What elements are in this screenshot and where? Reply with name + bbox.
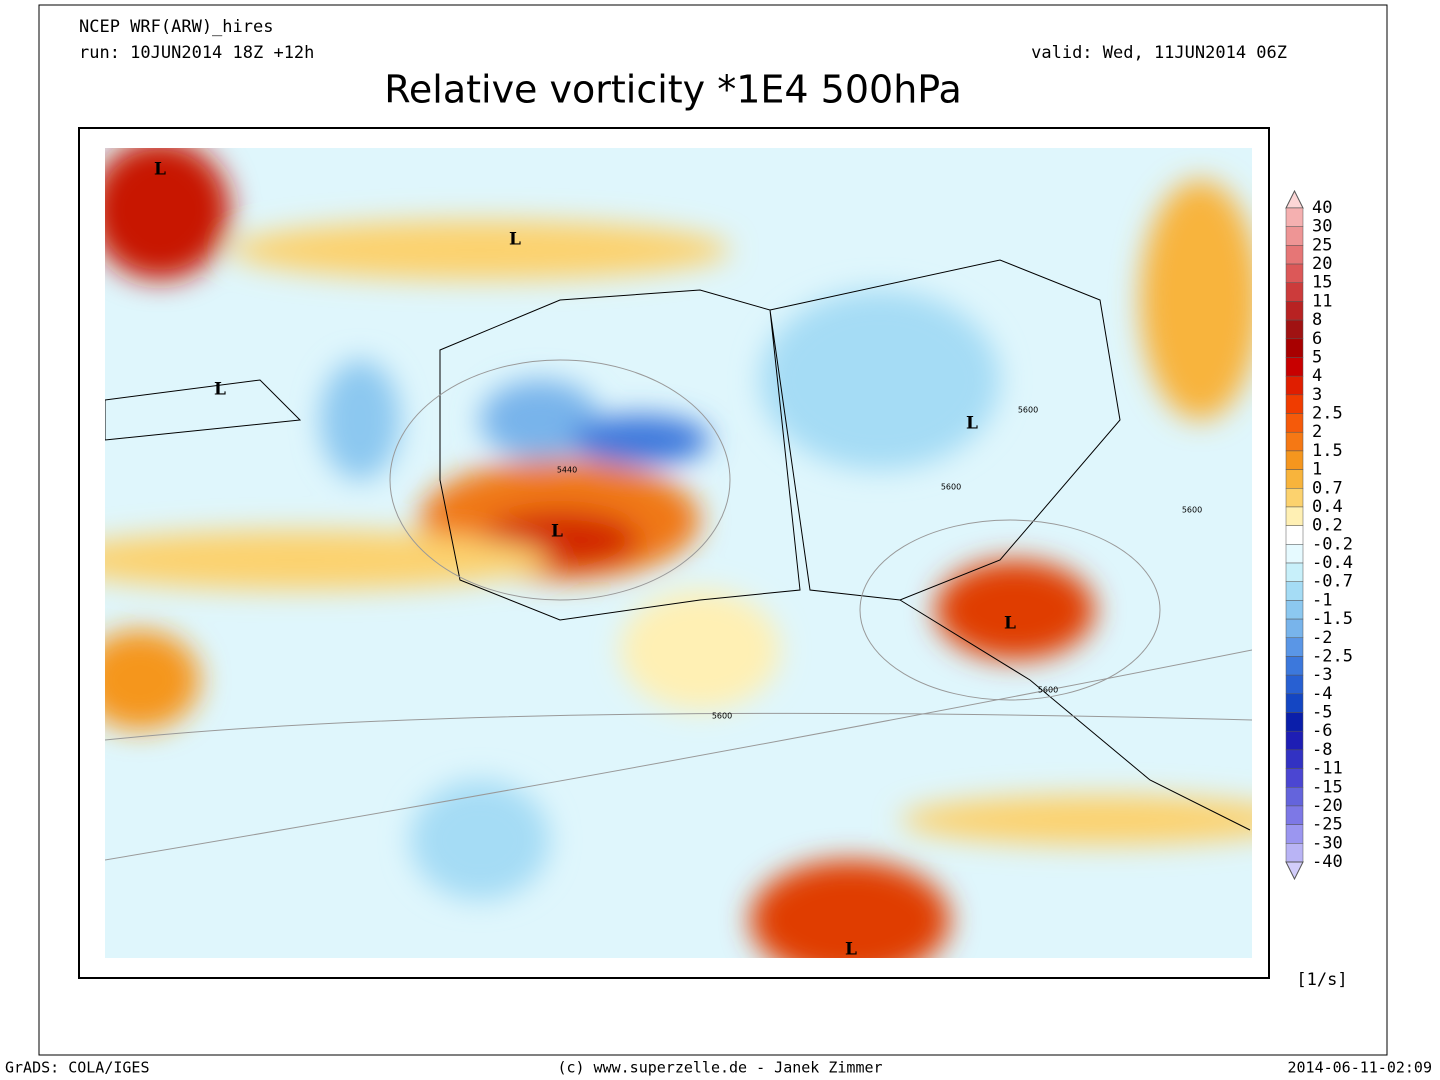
map-frame <box>78 127 1270 979</box>
colorbar-label: -0.7 <box>1312 572 1353 592</box>
colorbar-unit: [1/s] <box>1296 970 1347 990</box>
colorbar-box <box>1285 768 1304 788</box>
colorbar-label: -11 <box>1312 759 1343 779</box>
run-time: run: 10JUN2014 18Z +12h <box>79 43 314 63</box>
colorbar-box <box>1285 749 1304 769</box>
colorbar-label: 1.5 <box>1312 441 1343 461</box>
colorbar-label: 2 <box>1312 422 1322 442</box>
contour-label: 5600 <box>712 712 732 721</box>
colorbar-box <box>1285 525 1304 545</box>
colorbar-label: 2.5 <box>1312 404 1343 424</box>
colorbar-label: -5 <box>1312 703 1332 723</box>
colorbar-label: 1 <box>1312 460 1322 480</box>
colorbar-label: 11 <box>1312 291 1332 311</box>
low-label: L <box>214 380 226 400</box>
outer-frame <box>38 4 1388 1056</box>
colorbar-label: 0.4 <box>1312 497 1343 517</box>
colorbar-box <box>1285 674 1304 695</box>
colorbar-label: -6 <box>1312 721 1332 741</box>
map-field <box>105 148 1252 958</box>
footer-left: GrADS: COLA/IGES <box>5 1059 150 1077</box>
colorbar-label: -1.5 <box>1312 609 1353 629</box>
colorbar-box <box>1285 618 1304 639</box>
colorbar-box <box>1285 431 1304 452</box>
colorbar-box <box>1285 413 1304 433</box>
colorbar-label: -30 <box>1312 833 1343 853</box>
colorbar-label: -0.4 <box>1312 553 1353 573</box>
colorbar-label: 5 <box>1312 347 1322 367</box>
colorbar-box <box>1285 469 1304 489</box>
colorbar-box <box>1285 787 1304 807</box>
colorbar-label: -25 <box>1312 815 1343 835</box>
colorbar-label: 25 <box>1312 235 1332 255</box>
colorbar-box <box>1285 450 1304 470</box>
colorbar-label: -3 <box>1312 665 1332 685</box>
low-label: L <box>509 230 521 250</box>
colorbar-box <box>1285 226 1304 246</box>
colorbar-box <box>1285 301 1304 321</box>
map-title: Relative vorticity *1E4 500hPa <box>384 68 962 112</box>
colorbar-label: -15 <box>1312 777 1343 797</box>
colorbar-box <box>1285 581 1304 601</box>
colorbar-label: 15 <box>1312 273 1332 293</box>
contour-label: 5600 <box>1038 686 1058 695</box>
colorbar-box <box>1285 562 1304 582</box>
colorbar: 403025201511865432.521.510.70.40.2-0.2-0… <box>1285 189 1353 881</box>
contour-label: 5600 <box>941 483 961 492</box>
colorbar-label: -4 <box>1312 684 1332 704</box>
colorbar-end <box>1285 861 1304 881</box>
colorbar-label: -20 <box>1312 796 1343 816</box>
footer-right: 2014-06-11-02:09 <box>1288 1059 1433 1077</box>
colorbar-label: -0.2 <box>1312 534 1353 554</box>
colorbar-box <box>1285 207 1304 227</box>
colorbar-label: -8 <box>1312 740 1332 760</box>
colorbar-box <box>1285 730 1304 751</box>
colorbar-end <box>1285 189 1304 209</box>
colorbar-label: -2 <box>1312 628 1332 648</box>
low-label: L <box>966 414 978 434</box>
colorbar-label: 30 <box>1312 217 1332 237</box>
colorbar-label: 0.2 <box>1312 516 1343 536</box>
low-label: L <box>551 522 563 542</box>
colorbar-label: 6 <box>1312 329 1322 349</box>
colorbar-label: 3 <box>1312 385 1322 405</box>
colorbar-box <box>1285 263 1304 283</box>
colorbar-label: 4 <box>1312 366 1322 386</box>
colorbar-label: -40 <box>1312 852 1343 872</box>
colorbar-label: 40 <box>1312 198 1332 218</box>
colorbar-box <box>1285 319 1304 340</box>
colorbar-box <box>1285 357 1304 377</box>
colorbar-label: 20 <box>1312 254 1332 274</box>
contour-label: 5440 <box>557 466 577 475</box>
colorbar-box <box>1285 712 1304 732</box>
low-label: L <box>1004 614 1016 634</box>
footer-center: (c) www.superzelle.de - Janek Zimmer <box>557 1059 882 1077</box>
colorbar-label: -2.5 <box>1312 646 1353 666</box>
colorbar-box <box>1285 637 1304 657</box>
colorbar-box <box>1285 843 1304 863</box>
colorbar-box <box>1285 488 1304 508</box>
colorbar-box <box>1285 693 1304 713</box>
contour-label: 5600 <box>1018 406 1038 415</box>
colorbar-box <box>1285 245 1304 265</box>
colorbar-box <box>1285 338 1304 358</box>
low-label: L <box>154 160 166 180</box>
colorbar-box <box>1285 375 1304 396</box>
low-label: L <box>845 940 857 960</box>
colorbar-box <box>1285 394 1304 414</box>
colorbar-box <box>1285 824 1304 844</box>
colorbar-label: 8 <box>1312 310 1322 330</box>
colorbar-box <box>1285 544 1304 564</box>
colorbar-box <box>1285 282 1304 302</box>
colorbar-box <box>1285 506 1304 526</box>
contour-label: 5600 <box>1182 506 1202 515</box>
colorbar-box <box>1285 656 1304 676</box>
valid-time: valid: Wed, 11JUN2014 06Z <box>1031 43 1287 63</box>
colorbar-box <box>1285 600 1304 620</box>
colorbar-label: 0.7 <box>1312 478 1343 498</box>
colorbar-label: -1 <box>1312 590 1332 610</box>
model-name: NCEP WRF(ARW)_hires <box>79 17 273 37</box>
colorbar-box <box>1285 805 1304 825</box>
